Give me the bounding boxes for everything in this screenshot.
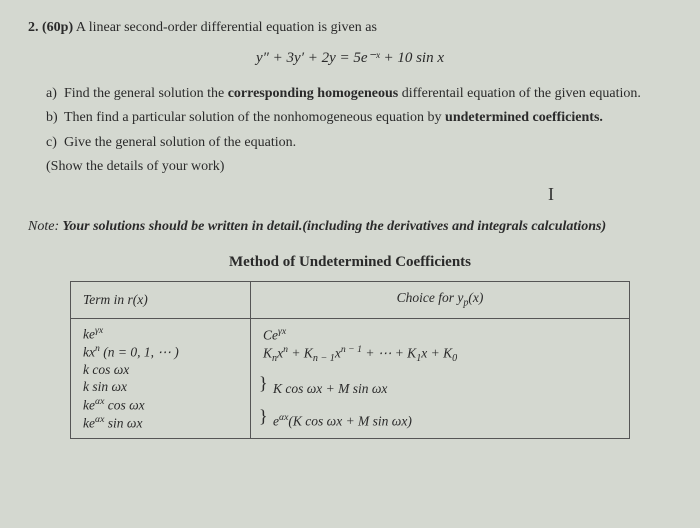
part-b-label: b) [46,108,64,128]
question-points: (60p) [42,20,73,35]
header-left: Term in r(x) [71,282,251,318]
question-number: 2. [28,20,39,35]
question-intro: A linear second-order differential equat… [76,20,377,35]
part-a: a)Find the general solution the correspo… [46,84,672,104]
question-header: 2. (60p) A linear second-order different… [28,18,672,38]
table-row: keγx kxn (n = 0, 1, ⋯ ) k cos ωx k sin ω… [71,318,630,372]
cell-right-5-6: } eαx(K cos ωx + M sin ωx) [251,405,630,439]
question-parts: a)Find the general solution the correspo… [46,84,672,177]
note-line: Note: Your solutions should be written i… [28,217,672,237]
part-a-after: differentail equation of the given equat… [398,86,641,101]
part-b: b)Then find a particular solution of the… [46,108,672,128]
coefficients-table: Term in r(x) Choice for yp(x) keγx kxn (… [70,281,630,439]
part-a-before: Find the general solution the [64,86,228,101]
part-b-bold: undetermined coefficients. [445,110,603,125]
table-title: Method of Undetermined Coefficients [28,252,672,274]
main-equation: y″ + 3y′ + 2y = 5e⁻ˣ + 10 sin x [28,48,672,70]
part-c-label: c) [46,133,64,153]
brace-icon: } [259,407,268,425]
cell-left-group1: keγx kxn (n = 0, 1, ⋯ ) k cos ωx k sin ω… [71,318,251,438]
header-right: Choice for yp(x) [251,282,630,318]
cell-right-1-2: Ceγx Knxn + Kn − 1xn − 1 + ⋯ + K1x + K0 [251,318,630,372]
part-a-bold: corresponding homogeneous [228,86,398,101]
text-cursor-icon: I [548,181,672,207]
part-c: c)Give the general solution of the equat… [46,133,672,153]
note-body: Your solutions should be written in deta… [59,219,606,234]
table-header-row: Term in r(x) Choice for yp(x) [71,282,630,318]
note-lead: Note: [28,219,59,234]
part-a-label: a) [46,84,64,104]
show-details: (Show the details of your work) [46,157,672,177]
part-c-text: Give the general solution of the equatio… [64,135,296,150]
brace-icon: } [259,374,268,392]
cell-right-3-4: } K cos ωx + M sin ωx [251,372,630,405]
part-b-before: Then find a particular solution of the n… [64,110,445,125]
